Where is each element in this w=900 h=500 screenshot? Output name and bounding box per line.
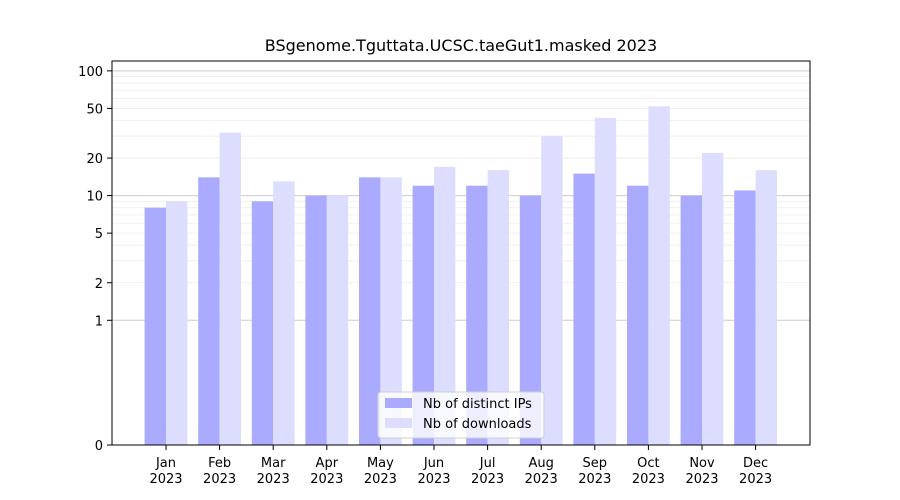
- bars-layer: [144, 106, 777, 446]
- y-tick-label: 5: [95, 227, 103, 242]
- x-tick-label: Dec 2023: [739, 456, 772, 487]
- bar-distinct-ips: [251, 201, 274, 445]
- bar-distinct-ips: [466, 185, 488, 445]
- legend-entry: Nb of downloads: [423, 417, 532, 432]
- bar-downloads: [648, 106, 670, 446]
- bar-downloads: [594, 117, 617, 445]
- bar-distinct-ips: [680, 195, 702, 445]
- bar-distinct-ips: [359, 177, 381, 445]
- y-tick-label: 2: [95, 277, 103, 292]
- x-tick-label: Oct 2023: [632, 456, 665, 487]
- bar-distinct-ips: [305, 195, 327, 445]
- bar-distinct-ips: [573, 173, 595, 445]
- y-tick-label: 0: [95, 439, 103, 454]
- y-tick-label: 10: [86, 190, 103, 205]
- legend-swatch: [385, 418, 412, 428]
- bar-distinct-ips: [412, 185, 434, 445]
- bar-downloads: [487, 170, 509, 445]
- bar-downloads: [434, 166, 456, 445]
- bar-downloads: [166, 201, 188, 445]
- x-tick-label: Sep 2023: [578, 456, 611, 487]
- bar-downloads: [702, 152, 724, 445]
- x-tick-label: Nov 2023: [685, 456, 718, 487]
- x-tick-label: Feb 2023: [203, 456, 236, 487]
- x-tick-label: Jul 2023: [471, 456, 504, 487]
- bar-distinct-ips: [198, 177, 220, 445]
- bar-downloads: [219, 132, 241, 446]
- legend-entry: Nb of distinct IPs: [423, 397, 532, 412]
- legend-swatch: [385, 398, 412, 408]
- x-tick-label: Aug 2023: [525, 456, 558, 487]
- legend: Nb of distinct IPs Nb of downloads: [377, 391, 545, 439]
- x-tick-label: Jun 2023: [417, 456, 450, 487]
- plot-frame: [111, 60, 811, 446]
- x-axis: Jan 2023 Feb 2023 Mar 2023 Apr 2023 May 2023 Jun 20…: [149, 445, 772, 487]
- y-tick-label: 50: [86, 102, 103, 117]
- y-axis: 0 1 2 5 10 20 50 100: [78, 65, 112, 454]
- y-tick-label: 1: [95, 314, 103, 329]
- bar-distinct-ips: [627, 185, 649, 445]
- y-tick-label: 100: [78, 65, 103, 80]
- legend-box: [377, 391, 545, 439]
- bar-downloads: [273, 181, 295, 445]
- bar-downloads: [541, 136, 563, 446]
- bar-downloads: [380, 177, 402, 445]
- bar-distinct-ips: [734, 190, 756, 445]
- bar-distinct-ips: [519, 195, 542, 445]
- bar-downloads: [755, 170, 777, 445]
- x-tick-label: Mar 2023: [257, 456, 290, 487]
- bar-distinct-ips: [144, 207, 166, 445]
- y-tick-label: 20: [86, 152, 103, 167]
- x-tick-label: May 2023: [364, 456, 397, 487]
- chart-title: BSgenome.Tguttata.UCSC.taeGut1.masked 20…: [265, 36, 657, 55]
- x-tick-label: Apr 2023: [310, 456, 343, 487]
- bar-downloads: [326, 195, 349, 445]
- x-tick-label: Jan 2023: [149, 456, 182, 487]
